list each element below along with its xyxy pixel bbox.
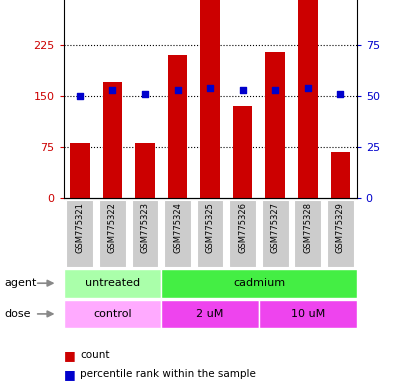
Bar — [196, 200, 223, 267]
Text: ■: ■ — [63, 349, 75, 362]
Bar — [330, 152, 349, 198]
Text: 2 uM: 2 uM — [196, 309, 223, 319]
Point — [304, 85, 310, 91]
Point — [174, 87, 180, 93]
Bar — [164, 200, 191, 267]
Point — [271, 87, 278, 93]
Bar — [70, 144, 90, 198]
Bar — [66, 200, 93, 267]
Bar — [200, 0, 219, 198]
Bar — [261, 200, 288, 267]
Text: GSM775329: GSM775329 — [335, 202, 344, 253]
Text: GSM775324: GSM775324 — [173, 202, 182, 253]
Text: 10 uM: 10 uM — [290, 309, 324, 319]
Text: control: control — [93, 309, 131, 319]
Bar — [161, 269, 356, 298]
Bar — [99, 200, 126, 267]
Point — [206, 85, 213, 91]
Point — [109, 87, 115, 93]
Text: GSM775322: GSM775322 — [108, 202, 117, 253]
Text: GSM775321: GSM775321 — [75, 202, 84, 253]
Bar — [63, 269, 161, 298]
Text: cadmium: cadmium — [232, 278, 284, 288]
Bar — [131, 200, 158, 267]
Bar — [265, 52, 284, 198]
Text: ■: ■ — [63, 368, 75, 381]
Bar — [167, 55, 187, 198]
Bar — [135, 144, 154, 198]
Text: agent: agent — [4, 278, 36, 288]
Point — [336, 91, 343, 97]
Bar — [63, 300, 161, 328]
Point — [142, 91, 148, 97]
Bar — [229, 200, 256, 267]
Bar — [161, 300, 258, 328]
Bar — [297, 0, 317, 198]
Text: untreated: untreated — [85, 278, 139, 288]
Bar — [258, 300, 356, 328]
Bar — [232, 106, 252, 198]
Text: GSM775326: GSM775326 — [238, 202, 247, 253]
Bar — [102, 83, 122, 198]
Text: GSM775327: GSM775327 — [270, 202, 279, 253]
Text: dose: dose — [4, 309, 31, 319]
Point — [76, 93, 83, 99]
Text: GSM775323: GSM775323 — [140, 202, 149, 253]
Bar — [294, 200, 320, 267]
Text: count: count — [80, 350, 109, 360]
Text: GSM775325: GSM775325 — [205, 202, 214, 253]
Point — [239, 87, 245, 93]
Text: GSM775328: GSM775328 — [303, 202, 312, 253]
Bar — [326, 200, 353, 267]
Text: percentile rank within the sample: percentile rank within the sample — [80, 369, 255, 379]
